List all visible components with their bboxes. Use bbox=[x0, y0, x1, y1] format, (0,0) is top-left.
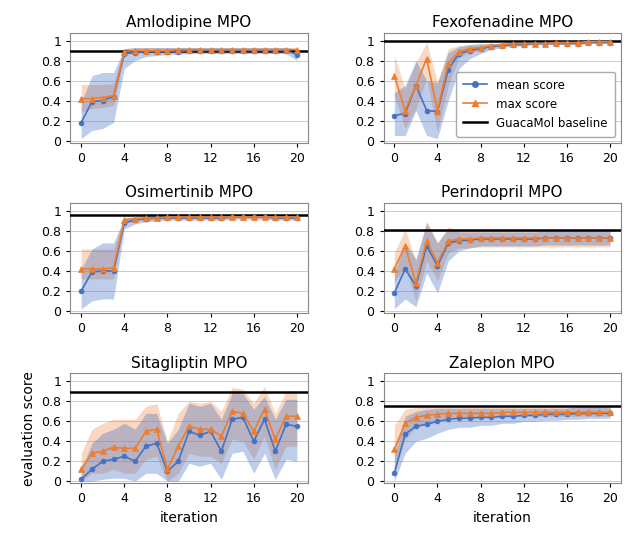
X-axis label: iteration: iteration bbox=[159, 511, 218, 525]
Title: Osimertinib MPO: Osimertinib MPO bbox=[125, 185, 253, 200]
Title: Sitagliptin MPO: Sitagliptin MPO bbox=[131, 356, 247, 371]
Legend: mean score, max score, GuacaMol baseline: mean score, max score, GuacaMol baseline bbox=[456, 72, 615, 137]
Title: Perindopril MPO: Perindopril MPO bbox=[442, 185, 563, 200]
Title: Zaleplon MPO: Zaleplon MPO bbox=[449, 356, 555, 371]
Title: Fexofenadine MPO: Fexofenadine MPO bbox=[431, 15, 573, 30]
Y-axis label: evaluation score: evaluation score bbox=[22, 371, 36, 486]
Title: Amlodipine MPO: Amlodipine MPO bbox=[126, 15, 252, 30]
X-axis label: iteration: iteration bbox=[473, 511, 532, 525]
